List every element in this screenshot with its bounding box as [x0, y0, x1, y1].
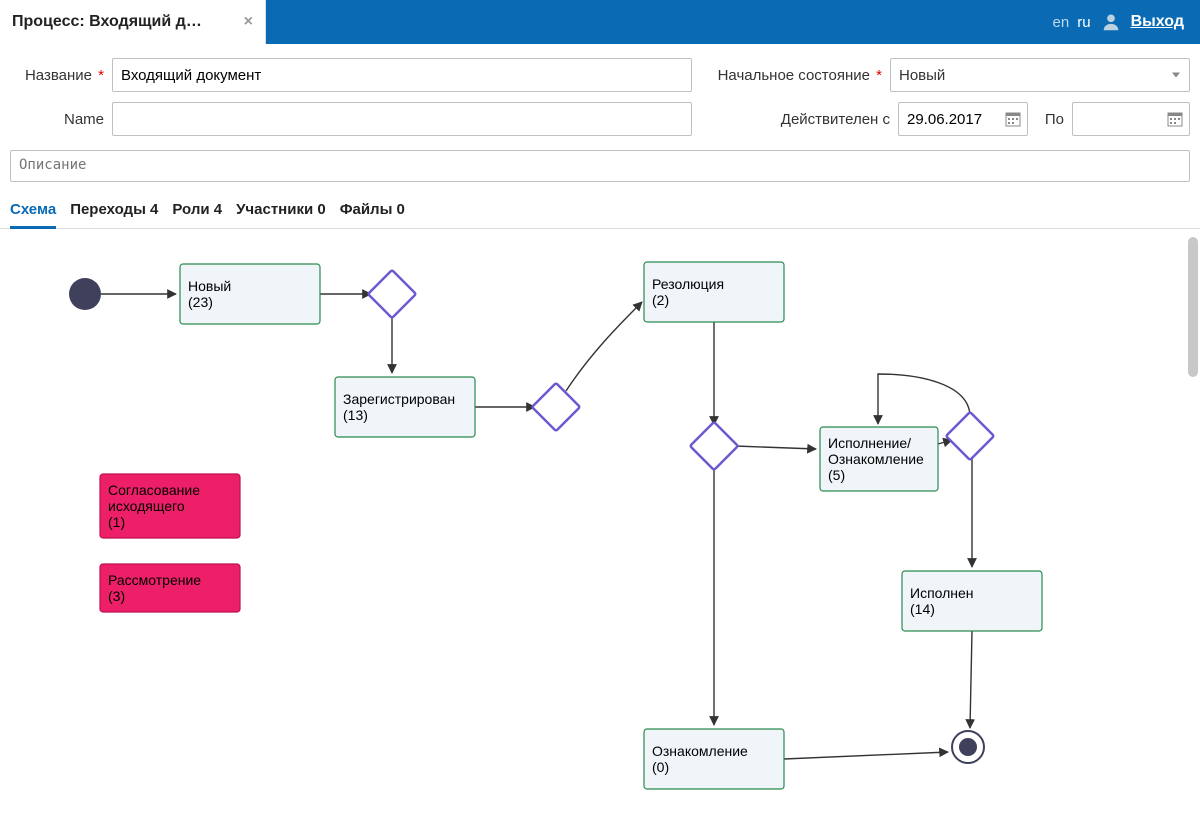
- name-input[interactable]: [112, 58, 692, 92]
- name2-label: Name: [10, 111, 104, 128]
- tab-title: Процесс: Входящий д…: [12, 13, 236, 31]
- logout-link[interactable]: Выход: [1131, 13, 1184, 31]
- lang-ru[interactable]: ru: [1077, 14, 1090, 31]
- edge: [735, 446, 816, 449]
- edge: [784, 752, 948, 759]
- gateway-node[interactable]: [532, 383, 580, 431]
- gateway-node[interactable]: [690, 422, 738, 470]
- valid-from-field: [898, 102, 1028, 136]
- node-label: Исполнение/: [828, 435, 911, 451]
- node-label: (3): [108, 588, 125, 604]
- node-label: (2): [652, 292, 669, 308]
- scrollbar[interactable]: [1188, 237, 1198, 377]
- tab-files[interactable]: Файлы 0: [340, 195, 405, 228]
- tab-transitions[interactable]: Переходы 4: [70, 195, 158, 228]
- form-row-1: Название * Начальное состояние * Новый: [10, 58, 1190, 92]
- end-node-inner: [959, 738, 977, 756]
- name2-input[interactable]: [112, 102, 692, 136]
- node-label: исходящего: [108, 498, 185, 514]
- edge: [566, 302, 642, 391]
- name-label: Название *: [10, 67, 104, 84]
- valid-to-label: По: [1036, 111, 1064, 128]
- required-marker: *: [94, 67, 104, 84]
- node-label: (13): [343, 407, 368, 423]
- form-area: Название * Начальное состояние * Новый N…: [0, 44, 1200, 191]
- start-node[interactable]: [69, 278, 101, 310]
- node-label: Новый: [188, 278, 231, 294]
- node-label: Зарегистрирован: [343, 391, 455, 407]
- required-marker: *: [872, 67, 882, 84]
- node-label: Резолюция: [652, 276, 724, 292]
- node-label: (0): [652, 759, 669, 775]
- name-label-text: Название: [25, 67, 92, 84]
- node-label: (1): [108, 514, 125, 530]
- description-input[interactable]: [10, 150, 1190, 182]
- gateway-node[interactable]: [946, 412, 994, 460]
- edge: [970, 631, 972, 728]
- state-value: Новый: [899, 67, 945, 84]
- node-label: Согласование: [108, 482, 200, 498]
- tab-region: Процесс: Входящий д… ×: [0, 0, 266, 44]
- state-select-wrap: Новый: [890, 58, 1190, 92]
- diagram-canvas[interactable]: Новый(23) Зарегистрирован(13) Резолюция(2)…: [0, 229, 1200, 802]
- state-label: Начальное состояние *: [700, 67, 882, 84]
- calendar-icon[interactable]: [1166, 110, 1184, 128]
- node-label: (5): [828, 467, 845, 483]
- tabs-bar: Схема Переходы 4 Роли 4 Участники 0 Файл…: [0, 191, 1200, 229]
- chevron-down-icon: [1172, 73, 1180, 78]
- tab-schema[interactable]: Схема: [10, 195, 56, 228]
- lang-en[interactable]: en: [1053, 14, 1070, 31]
- valid-from-label: Действителен с: [770, 111, 890, 128]
- user-icon[interactable]: [1099, 10, 1123, 34]
- calendar-icon[interactable]: [1004, 110, 1022, 128]
- close-icon[interactable]: ×: [244, 13, 253, 31]
- gateway-node[interactable]: [368, 270, 416, 318]
- node-label: (23): [188, 294, 213, 310]
- valid-to-field: [1072, 102, 1190, 136]
- tab-roles[interactable]: Роли 4: [172, 195, 222, 228]
- node-label: Исполнен: [910, 585, 974, 601]
- node-label: Ознакомление: [828, 451, 924, 467]
- form-row-2: Name Действителен с По: [10, 102, 1190, 136]
- header-bar: Процесс: Входящий д… × en ru Выход: [0, 0, 1200, 44]
- node-label: Рассмотрение: [108, 572, 201, 588]
- edge: [878, 374, 970, 424]
- header-right: en ru Выход: [266, 0, 1200, 44]
- node-label: (14): [910, 601, 935, 617]
- tab-participants[interactable]: Участники 0: [236, 195, 326, 228]
- node-label: Ознакомление: [652, 743, 748, 759]
- state-select[interactable]: Новый: [890, 58, 1190, 92]
- state-label-text: Начальное состояние: [718, 67, 870, 84]
- diagram-svg: Новый(23) Зарегистрирован(13) Резолюция(2)…: [0, 229, 1180, 802]
